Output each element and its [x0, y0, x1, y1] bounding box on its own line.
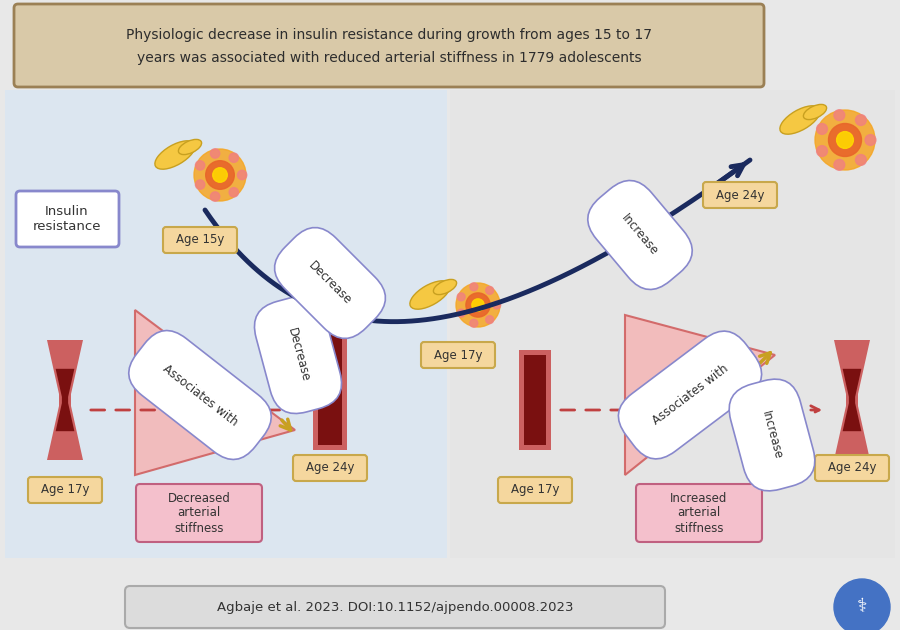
Ellipse shape	[178, 139, 202, 154]
Polygon shape	[834, 340, 870, 460]
Polygon shape	[519, 350, 551, 450]
Polygon shape	[47, 340, 83, 460]
Circle shape	[457, 309, 465, 317]
FancyBboxPatch shape	[703, 182, 777, 208]
Polygon shape	[842, 369, 861, 431]
Circle shape	[856, 154, 867, 165]
Circle shape	[856, 115, 867, 125]
Text: Age 17y: Age 17y	[511, 483, 559, 496]
FancyBboxPatch shape	[5, 90, 447, 558]
Polygon shape	[135, 310, 295, 475]
FancyBboxPatch shape	[163, 227, 237, 253]
Circle shape	[865, 135, 876, 146]
Circle shape	[211, 149, 220, 158]
Circle shape	[206, 161, 234, 189]
Text: Age 24y: Age 24y	[828, 462, 877, 474]
FancyBboxPatch shape	[293, 455, 367, 481]
Circle shape	[486, 316, 493, 324]
Text: Age 24y: Age 24y	[306, 462, 355, 474]
Circle shape	[834, 159, 845, 170]
Text: Increased
arterial
stiffness: Increased arterial stiffness	[670, 491, 728, 534]
Circle shape	[486, 287, 493, 294]
Circle shape	[834, 110, 845, 120]
Circle shape	[230, 188, 238, 197]
Text: Insulin
resistance: Insulin resistance	[32, 205, 101, 233]
Circle shape	[238, 170, 247, 180]
Circle shape	[212, 168, 228, 182]
Text: Age 24y: Age 24y	[716, 188, 764, 202]
Circle shape	[466, 293, 490, 317]
Text: Age 17y: Age 17y	[434, 348, 482, 362]
FancyBboxPatch shape	[815, 455, 889, 481]
Circle shape	[834, 579, 890, 630]
Text: Increase: Increase	[619, 212, 661, 258]
Circle shape	[829, 123, 861, 156]
Text: Associates with: Associates with	[160, 362, 240, 428]
FancyBboxPatch shape	[14, 4, 764, 87]
Ellipse shape	[780, 106, 820, 134]
Ellipse shape	[434, 280, 456, 295]
FancyBboxPatch shape	[28, 477, 102, 503]
Ellipse shape	[155, 140, 195, 169]
FancyBboxPatch shape	[450, 90, 895, 558]
Circle shape	[816, 123, 827, 134]
FancyBboxPatch shape	[636, 484, 762, 542]
FancyBboxPatch shape	[16, 191, 119, 247]
Text: Increase: Increase	[760, 410, 785, 461]
Circle shape	[470, 283, 478, 290]
Circle shape	[457, 293, 465, 301]
Text: Age 15y: Age 15y	[176, 234, 224, 246]
Text: Decrease: Decrease	[284, 326, 311, 384]
Circle shape	[456, 283, 500, 327]
Circle shape	[470, 319, 478, 327]
Text: ⚕: ⚕	[857, 597, 868, 617]
Text: Associates with: Associates with	[650, 362, 731, 428]
FancyBboxPatch shape	[125, 586, 665, 628]
Polygon shape	[313, 330, 347, 450]
Circle shape	[194, 149, 246, 201]
Text: Decrease: Decrease	[306, 259, 355, 307]
Polygon shape	[625, 315, 775, 475]
Ellipse shape	[804, 105, 826, 120]
Text: Agbaje et al. 2023. DOI:10.1152/ajpendo.00008.2023: Agbaje et al. 2023. DOI:10.1152/ajpendo.…	[217, 600, 573, 614]
Circle shape	[230, 153, 238, 163]
FancyBboxPatch shape	[421, 342, 495, 368]
Circle shape	[211, 192, 220, 201]
Circle shape	[492, 301, 500, 309]
Polygon shape	[318, 335, 342, 445]
Polygon shape	[524, 355, 546, 445]
Circle shape	[815, 110, 875, 170]
Circle shape	[195, 161, 205, 170]
Text: Physiologic decrease in insulin resistance during growth from ages 15 to 17: Physiologic decrease in insulin resistan…	[126, 28, 652, 42]
Circle shape	[195, 180, 205, 189]
FancyBboxPatch shape	[136, 484, 262, 542]
Text: years was associated with reduced arterial stiffness in 1779 adolescents: years was associated with reduced arteri…	[137, 51, 642, 65]
Ellipse shape	[410, 281, 450, 309]
Polygon shape	[56, 369, 75, 431]
Circle shape	[837, 132, 853, 149]
Text: Decreased
arterial
stiffness: Decreased arterial stiffness	[167, 491, 230, 534]
Text: Age 17y: Age 17y	[40, 483, 89, 496]
Circle shape	[472, 299, 484, 311]
Circle shape	[816, 146, 827, 156]
FancyBboxPatch shape	[498, 477, 572, 503]
